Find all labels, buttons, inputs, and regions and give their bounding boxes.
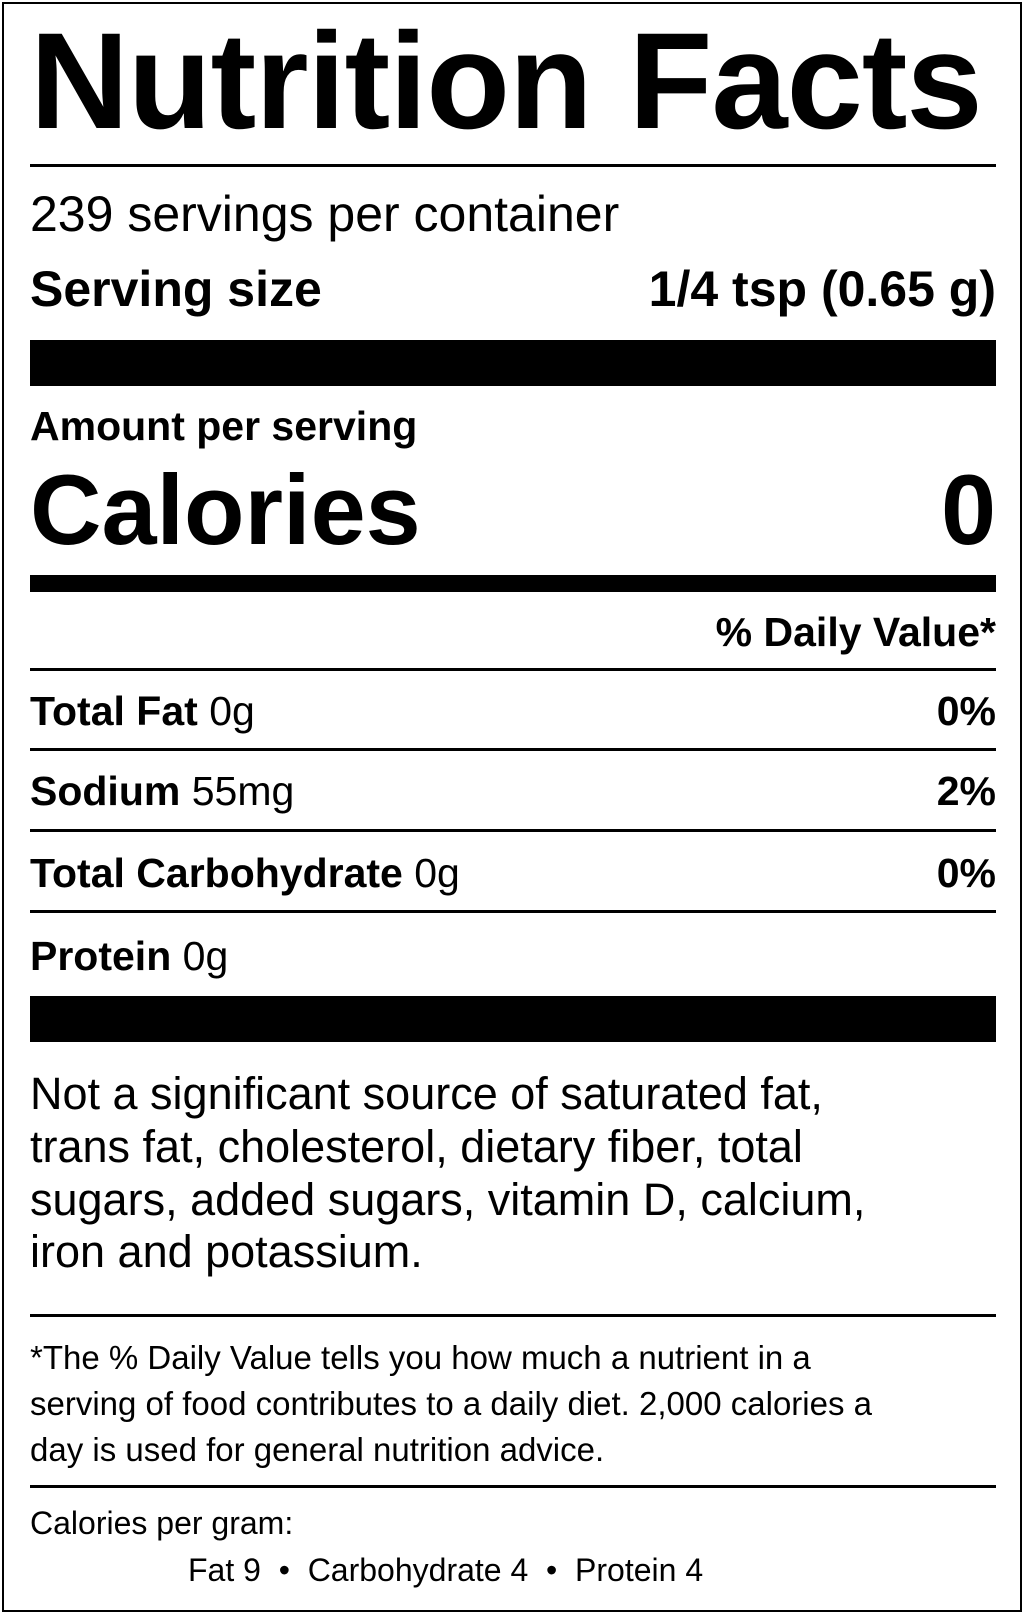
- nutrient-amount: 0g: [209, 688, 255, 734]
- divider: [30, 164, 996, 167]
- nutrient-row-total-carbohydrate: Total Carbohydrate 0g 0%: [30, 853, 996, 894]
- divider: [30, 1485, 996, 1488]
- divider: [30, 829, 996, 832]
- nutrient-name: Protein: [30, 933, 172, 979]
- footnote-line: day is used for general nutrition advice…: [30, 1431, 605, 1468]
- thick-divider: [30, 340, 996, 386]
- thick-divider: [30, 996, 996, 1042]
- divider: [30, 1314, 996, 1317]
- calories-per-gram-label: Calories per gram:: [30, 1505, 294, 1541]
- not-significant-line: sugars, added sugars, vitamin D, calcium…: [30, 1174, 866, 1225]
- nutrient-name: Total Fat: [30, 688, 198, 734]
- not-significant-line: trans fat, cholesterol, dietary fiber, t…: [30, 1121, 803, 1172]
- nutrient-row-protein: Protein 0g: [30, 936, 996, 977]
- divider: [30, 668, 996, 671]
- servings-per-container: 239 servings per container: [30, 186, 620, 242]
- nutrient-amount: 0g: [414, 850, 460, 896]
- serving-size-label: Serving size: [30, 261, 322, 317]
- calories-row: Calories 0: [30, 460, 996, 559]
- footnote-line: serving of food contributes to a daily d…: [30, 1385, 872, 1422]
- nutrient-amount: 0g: [182, 933, 229, 979]
- nutrient-name: Total Carbohydrate: [30, 850, 403, 896]
- nutrient-dv: 0%: [936, 688, 996, 734]
- divider: [30, 910, 996, 913]
- calories-value: 0: [940, 454, 996, 565]
- divider: [30, 748, 996, 751]
- nutrient-row-sodium: Sodium 55mg 2%: [30, 771, 996, 812]
- footnote-line: *The % Daily Value tells you how much a …: [30, 1339, 811, 1376]
- calories-label: Calories: [30, 454, 421, 565]
- amount-per-serving: Amount per serving: [30, 403, 418, 449]
- daily-value-header: % Daily Value*: [715, 609, 996, 655]
- nutrient-dv: 0%: [936, 850, 996, 896]
- nutrient-row-total-fat: Total Fat 0g 0%: [30, 691, 996, 732]
- label-title: Nutrition Facts: [30, 5, 983, 158]
- serving-size-row: Serving size 1/4 tsp (0.65 g): [30, 264, 996, 314]
- calories-per-gram-values: Fat 9 • Carbohydrate 4 • Protein 4: [188, 1552, 704, 1588]
- not-significant-line: Not a significant source of saturated fa…: [30, 1068, 823, 1119]
- nutrient-name: Sodium: [30, 768, 181, 814]
- nutrient-dv: 2%: [936, 768, 996, 814]
- not-significant-line: iron and potassium.: [30, 1226, 423, 1277]
- serving-size-value: 1/4 tsp (0.65 g): [648, 261, 996, 317]
- nutrient-amount: 55mg: [191, 768, 295, 814]
- medium-divider: [30, 575, 996, 592]
